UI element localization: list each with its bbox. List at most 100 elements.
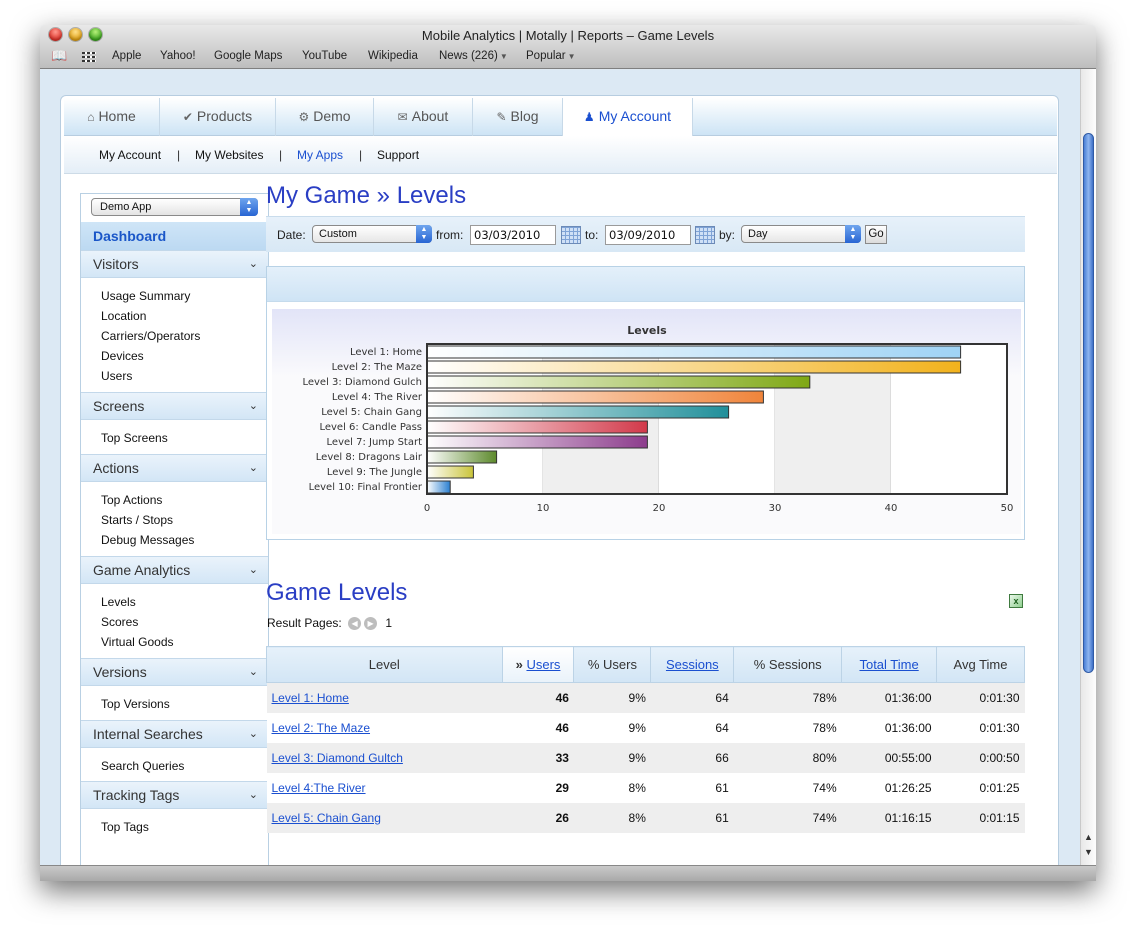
level-link[interactable]: Level 1: Home: [271, 690, 349, 705]
subnav-my-apps[interactable]: My Apps: [297, 148, 344, 162]
close-window-button[interactable]: [49, 28, 62, 41]
go-button[interactable]: Go: [865, 225, 887, 244]
chart-x-tick-label: 30: [769, 503, 782, 514]
chart-bar[interactable]: [426, 480, 451, 494]
from-date-input[interactable]: 03/03/2010: [470, 225, 556, 245]
sidebar-section-tracking-tags[interactable]: Tracking Tags ⌄: [81, 781, 268, 809]
minimize-window-button[interactable]: [69, 28, 82, 41]
subnav-support[interactable]: Support: [377, 148, 420, 162]
next-page-icon[interactable]: ▶: [364, 617, 378, 631]
chart-bar[interactable]: [426, 360, 962, 374]
sidebar-section-game-analytics[interactable]: Game Analytics ⌄: [81, 556, 268, 584]
tab-my-account[interactable]: ♟ My Account: [563, 98, 693, 137]
sidebar-item-top-tags[interactable]: Top Tags: [101, 820, 149, 834]
chart-bar[interactable]: [426, 465, 474, 479]
sidebar-item-users[interactable]: Users: [101, 369, 133, 383]
scroll-down-arrow-icon[interactable]: ▼: [1084, 847, 1093, 857]
sidebar-item-virtual-goods[interactable]: Virtual Goods: [101, 635, 174, 649]
level-link[interactable]: Level 2: The Maze: [271, 720, 371, 735]
tab-home[interactable]: ⌂ Home: [64, 98, 160, 136]
bookmark-news-label: News (226): [439, 50, 498, 62]
column-header-users[interactable]: » Users: [501, 646, 575, 683]
sidebar-item-levels[interactable]: Levels: [101, 595, 136, 609]
cell-pct-sessions: 78%: [733, 712, 842, 743]
previous-page-icon[interactable]: ◀: [348, 617, 362, 631]
bookmark-google-maps[interactable]: Google Maps: [214, 50, 283, 62]
tab-products[interactable]: ✔ Products: [160, 98, 276, 136]
to-date-input[interactable]: 03/09/2010: [605, 225, 691, 245]
sidebar-section-internal-searches[interactable]: Internal Searches ⌄: [81, 720, 268, 748]
level-link[interactable]: Level 5: Chain Gang: [271, 810, 381, 825]
zoom-window-button[interactable]: [89, 28, 102, 41]
result-pages: Result Pages: ◀ ▶ 1: [267, 616, 393, 631]
sidebar-item-top-versions[interactable]: Top Versions: [101, 697, 170, 711]
group-by-select[interactable]: Day ▲ ▼: [741, 225, 861, 243]
calendar-icon[interactable]: [561, 226, 581, 244]
bookmark-popular[interactable]: Popular ▼: [526, 50, 576, 62]
chart-bar[interactable]: [426, 345, 962, 359]
title-bar: Mobile Analytics | Motally | Reports – G…: [40, 25, 1096, 69]
bookmark-youtube[interactable]: YouTube: [302, 50, 348, 62]
sidebar-item-carriers[interactable]: Carriers/Operators: [101, 329, 201, 343]
level-link[interactable]: Level 3: Diamond Gultch: [271, 750, 403, 765]
date-range-select[interactable]: Custom ▲ ▼: [312, 225, 432, 243]
sidebar-dashboard[interactable]: Dashboard: [81, 222, 268, 250]
column-header-avg-time: Avg Time: [936, 646, 1025, 683]
cell-users: 29: [502, 772, 574, 803]
sidebar-section-visitors[interactable]: Visitors ⌄: [81, 250, 268, 278]
scrollbar-thumb[interactable]: [1083, 133, 1094, 673]
subnav-my-websites[interactable]: My Websites: [195, 148, 264, 162]
level-link[interactable]: Level 4:The River: [271, 780, 366, 795]
app-select[interactable]: Demo App ▲ ▼: [91, 198, 258, 216]
bookmarks-book-icon[interactable]: 📖: [51, 48, 68, 63]
column-header-sessions[interactable]: Sessions: [650, 646, 735, 683]
section-title: Screens: [93, 398, 145, 414]
sidebar-item-devices[interactable]: Devices: [101, 349, 144, 363]
column-header-pct-users: % Users: [573, 646, 652, 683]
sidebar-item-usage-summary[interactable]: Usage Summary: [101, 289, 191, 303]
chart-bar[interactable]: [426, 420, 648, 434]
subnav-my-account[interactable]: My Account: [99, 148, 162, 162]
chart-bar[interactable]: [426, 405, 730, 419]
bookmark-apple[interactable]: Apple: [112, 50, 142, 62]
sidebar-item-top-actions[interactable]: Top Actions: [101, 493, 163, 507]
select-arrows-icon: ▲ ▼: [240, 198, 258, 216]
by-label: by:: [719, 228, 736, 242]
section-title: Internal Searches: [93, 726, 203, 742]
sidebar-item-scores[interactable]: Scores: [101, 615, 139, 629]
scroll-up-arrow-icon[interactable]: ▲: [1084, 832, 1093, 842]
sidebar-item-search-queries[interactable]: Search Queries: [101, 759, 185, 773]
chevron-down-icon: ⌄: [248, 666, 258, 678]
column-header-total-time[interactable]: Total Time: [841, 646, 938, 683]
sidebar-item-top-screens[interactable]: Top Screens: [101, 431, 168, 445]
vertical-scrollbar[interactable]: ▲ ▼: [1080, 69, 1096, 865]
chevron-down-icon: ⌄: [248, 728, 258, 740]
chart-panel-header: [267, 267, 1024, 302]
bookmark-wikipedia[interactable]: Wikipedia: [368, 50, 418, 62]
tab-demo[interactable]: ⚙ Demo: [276, 98, 374, 136]
bookmark-news[interactable]: News (226) ▼: [439, 50, 508, 62]
cell-total-time: 01:26:25: [841, 772, 937, 803]
chart-category-label: Level 1: Home: [350, 347, 422, 358]
chart-bar[interactable]: [426, 390, 764, 404]
bookmark-yahoo[interactable]: Yahoo!: [160, 50, 196, 62]
subnav-separator: |: [279, 148, 283, 162]
sidebar-item-location[interactable]: Location: [101, 309, 147, 323]
sidebar-section-screens[interactable]: Screens ⌄: [81, 392, 268, 420]
table-row: Level 3: Diamond Gultch 33 9% 66 80% 00:…: [266, 742, 1025, 773]
calendar-icon[interactable]: [695, 226, 715, 244]
chart-bar[interactable]: [426, 435, 648, 449]
sidebar-section-versions[interactable]: Versions ⌄: [81, 658, 268, 686]
excel-export-icon[interactable]: x: [1009, 594, 1023, 608]
cell-total-time: 01:36:00: [841, 712, 937, 743]
sidebar-section-actions[interactable]: Actions ⌄: [81, 454, 268, 482]
page-number[interactable]: 1: [385, 616, 393, 630]
section-title: Versions: [93, 664, 147, 680]
chart-bar[interactable]: [426, 450, 498, 464]
tab-blog[interactable]: ✎ Blog: [473, 98, 563, 136]
top-sites-grid-icon[interactable]: [82, 50, 96, 62]
sidebar-item-starts-stops[interactable]: Starts / Stops: [101, 513, 174, 527]
chart-bar[interactable]: [426, 375, 811, 389]
tab-about[interactable]: ✉ About: [374, 98, 473, 136]
sidebar-item-debug-messages[interactable]: Debug Messages: [101, 533, 195, 547]
